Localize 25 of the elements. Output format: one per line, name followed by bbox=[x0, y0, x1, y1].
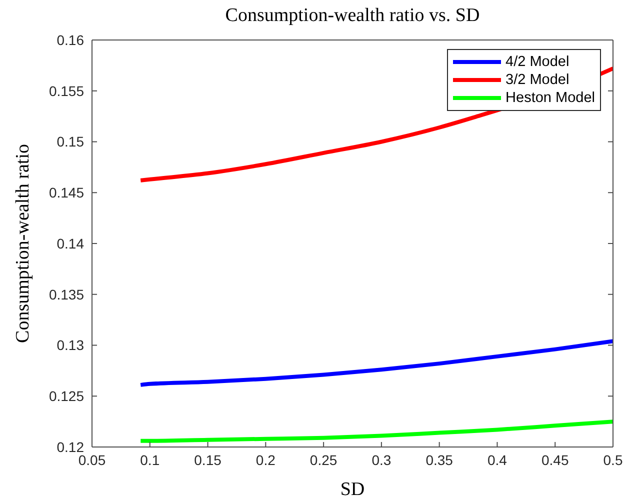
y-tick-label: 0.145 bbox=[48, 184, 84, 201]
y-tick-label: 0.14 bbox=[56, 235, 84, 252]
x-tick-label: 0.4 bbox=[487, 452, 508, 468]
line-series bbox=[138, 420, 613, 443]
x-tick-label: 0.3 bbox=[372, 452, 392, 468]
x-tick-label: 0.45 bbox=[541, 452, 569, 468]
x-tick-label: 0.5 bbox=[603, 452, 623, 468]
y-tick-label: 0.125 bbox=[48, 388, 84, 404]
x-tick-label: 0.1 bbox=[140, 452, 160, 468]
y-tick-label: 0.155 bbox=[48, 82, 84, 99]
y-tick-label: 0.15 bbox=[56, 134, 84, 150]
y-axis-title: Consumption-wealth ratio bbox=[12, 144, 34, 343]
x-tick-label: 0.35 bbox=[426, 452, 454, 468]
y-tick-label: 0.16 bbox=[56, 32, 84, 48]
y-tick-label: 0.13 bbox=[56, 337, 84, 354]
x-tick-label: 0.25 bbox=[310, 452, 338, 468]
x-tick-label: 0.2 bbox=[256, 452, 276, 468]
x-axis-title: SD bbox=[340, 479, 365, 500]
line-series bbox=[138, 339, 613, 387]
legend-label: 4/2 Model bbox=[506, 54, 570, 70]
chart-title: Consumption-wealth ratio vs. SD bbox=[224, 5, 481, 27]
legend-label: Heston Model bbox=[506, 90, 595, 106]
y-tick-label: 0.135 bbox=[48, 286, 84, 302]
x-tick-label: 0.15 bbox=[194, 452, 222, 468]
legend-label: 3/2 Model bbox=[506, 72, 570, 88]
